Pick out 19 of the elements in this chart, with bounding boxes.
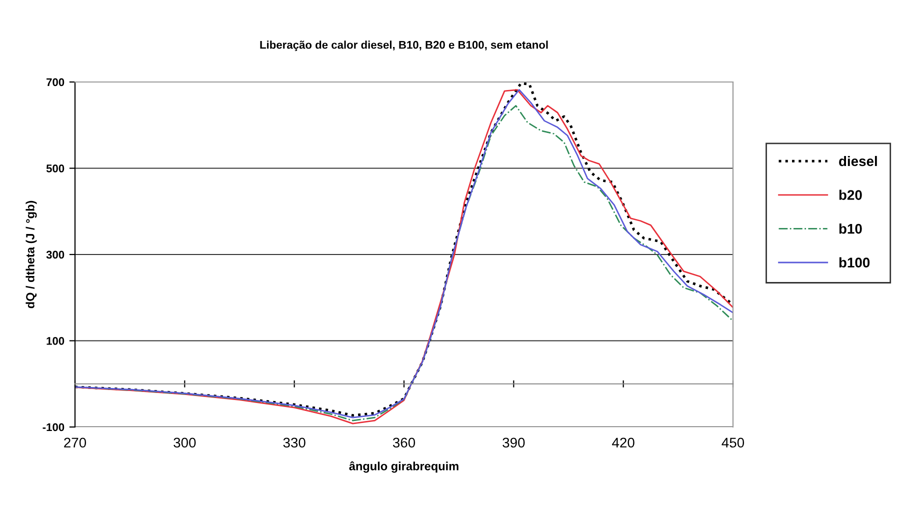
y-tick-label: 300 xyxy=(46,250,64,259)
x-tick-label: 390 xyxy=(502,438,525,448)
legend-label: diesel xyxy=(839,156,877,166)
y-tick-label: 700 xyxy=(46,78,64,86)
legend-label: b20 xyxy=(839,190,862,200)
x-tick-label: 270 xyxy=(64,438,86,448)
chart-title: Liberação de calor diesel, B10, B20 e B100, sem etanol xyxy=(260,40,548,51)
x-tick-label: 360 xyxy=(392,438,416,448)
x-axis-title: ângulo girabrequim xyxy=(349,461,458,473)
legend-label: b100 xyxy=(839,257,870,268)
x-tick-label: 450 xyxy=(722,438,744,448)
y-axis-title: dQ / dtheta (J / °gb) xyxy=(26,200,37,308)
x-tick-label: 300 xyxy=(174,438,196,448)
y-tick-label: 500 xyxy=(46,164,64,172)
legend-label: b10 xyxy=(839,224,862,234)
y-tick-label: -100 xyxy=(42,423,64,432)
y-tick-label: 100 xyxy=(46,337,64,345)
x-tick-label: 420 xyxy=(612,438,634,448)
x-tick-label: 330 xyxy=(283,438,306,448)
